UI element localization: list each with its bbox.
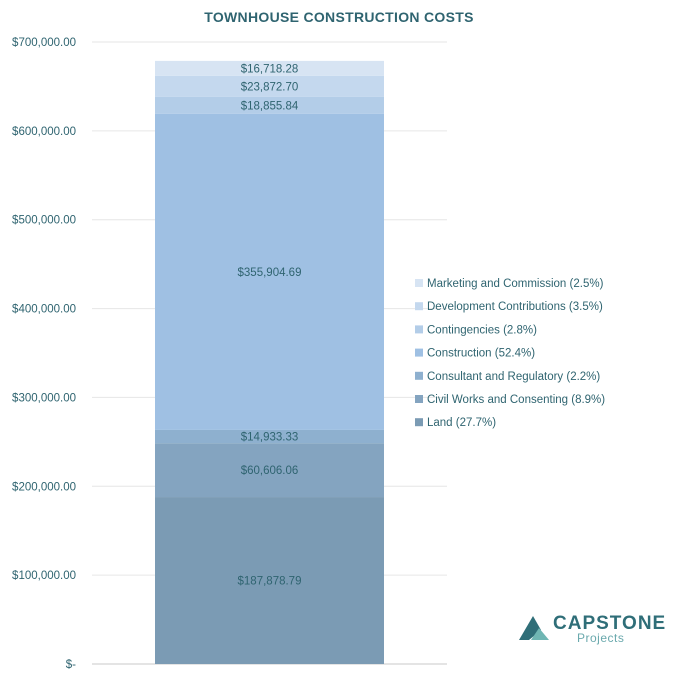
legend-label: Contingencies (2.8%) [427,324,537,336]
y-tick-label: $100,000.00 [12,570,76,582]
legend-label: Construction (52.4%) [427,348,535,360]
data-label: $23,872.70 [241,81,299,93]
legend-swatch [415,371,423,380]
y-tick-label: $300,000.00 [12,392,76,404]
bar-segment [155,429,384,444]
chart-title: TOWNHOUSE CONSTRUCTION COSTS [204,9,473,25]
legend-swatch [415,302,423,311]
legend-swatch [415,279,423,287]
y-tick-label: $- [66,659,76,671]
data-labels: $187,878.79 $60,606.06 $14,933.33 $355,904.… [238,63,302,587]
bar-segment [155,75,384,97]
bar-segment [155,96,384,114]
data-label: $60,606.06 [241,465,299,477]
data-label: $187,878.79 [238,576,302,588]
legend-swatch [415,348,423,357]
logo-subtitle: Projects [577,631,624,645]
y-tick-label: $400,000.00 [12,304,76,316]
legend-label: Civil Works and Consenting (8.9%) [427,394,605,406]
data-label: $16,718.28 [241,63,299,75]
legend-label: Consultant and Regulatory (2.2%) [427,371,600,383]
bar-segment [155,113,384,430]
bar-segment [155,443,384,498]
legend-swatch [415,395,423,403]
bar-stack [155,60,384,664]
data-label: $14,933.33 [241,432,299,444]
legend-swatch [415,325,423,334]
logo-mountain-right-icon [531,628,549,640]
legend-label: Land (27.7%) [427,417,496,429]
y-tick-label: $200,000.00 [12,481,76,493]
legend: Marketing and Commission (2.5%) Developme… [415,278,605,429]
y-tick-label: $600,000.00 [12,126,76,138]
legend-label: Marketing and Commission (2.5%) [427,278,604,290]
y-tick-label: $500,000.00 [12,215,76,227]
bar-segment [155,60,384,76]
bar-segment [155,497,384,664]
legend-label: Development Contributions (3.5%) [427,301,603,313]
data-label: $18,855.84 [241,100,299,112]
legend-swatch [415,418,423,427]
capstone-logo: CAPSTONE Projects [519,613,666,645]
logo-wordmark: CAPSTONE [553,613,666,634]
y-tick-label: $700,000.00 [12,37,76,49]
data-label: $355,904.69 [238,267,302,279]
y-axis: $- $100,000.00 $200,000.00 $300,000.00 $400,… [12,37,76,671]
